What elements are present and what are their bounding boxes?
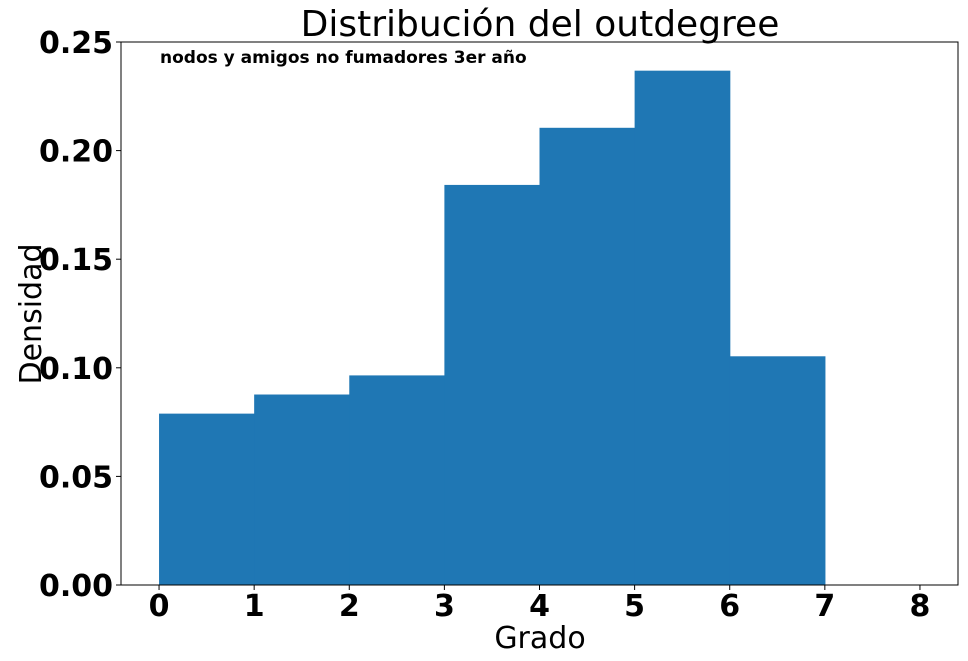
x-tick-label: 3 xyxy=(434,589,455,624)
chart-title: Distribución del outdegree xyxy=(301,4,780,45)
x-tick-label: 4 xyxy=(529,589,550,624)
y-tick-label: 0.25 xyxy=(39,26,113,61)
y-axis-label: Densidad xyxy=(14,243,49,384)
x-tick-label: 2 xyxy=(339,589,360,624)
chart-annotation: nodos y amigos no fumadores 3er año xyxy=(160,48,527,68)
y-tick-label: 0.00 xyxy=(39,569,113,604)
histogram-bar-4 xyxy=(539,127,636,585)
histogram-bar-0 xyxy=(159,413,255,585)
y-tick-label: 0.20 xyxy=(39,135,113,170)
x-tick-label: 5 xyxy=(624,589,645,624)
y-axis-ticks: 0.00 0.05 0.10 0.15 0.20 0.25 xyxy=(39,26,121,604)
histogram-bar-1 xyxy=(254,394,350,585)
histogram-bar-6 xyxy=(729,356,826,585)
x-tick-label: 6 xyxy=(719,589,740,624)
x-tick-label: 7 xyxy=(814,589,835,624)
x-tick-label: 1 xyxy=(244,589,265,624)
x-axis-ticks: 0 1 2 3 4 5 6 7 8 xyxy=(149,585,931,624)
x-tick-label: 8 xyxy=(910,589,931,624)
bars-group xyxy=(159,70,826,585)
histogram-bar-2 xyxy=(349,375,445,585)
x-tick-label: 0 xyxy=(149,589,170,624)
y-tick-label: 0.15 xyxy=(39,243,113,278)
x-axis-label: Grado xyxy=(494,621,585,656)
y-tick-label: 0.05 xyxy=(39,460,113,495)
histogram-bar-5 xyxy=(634,70,731,585)
histogram-bar-3 xyxy=(444,184,541,585)
y-tick-label: 0.10 xyxy=(39,352,113,387)
